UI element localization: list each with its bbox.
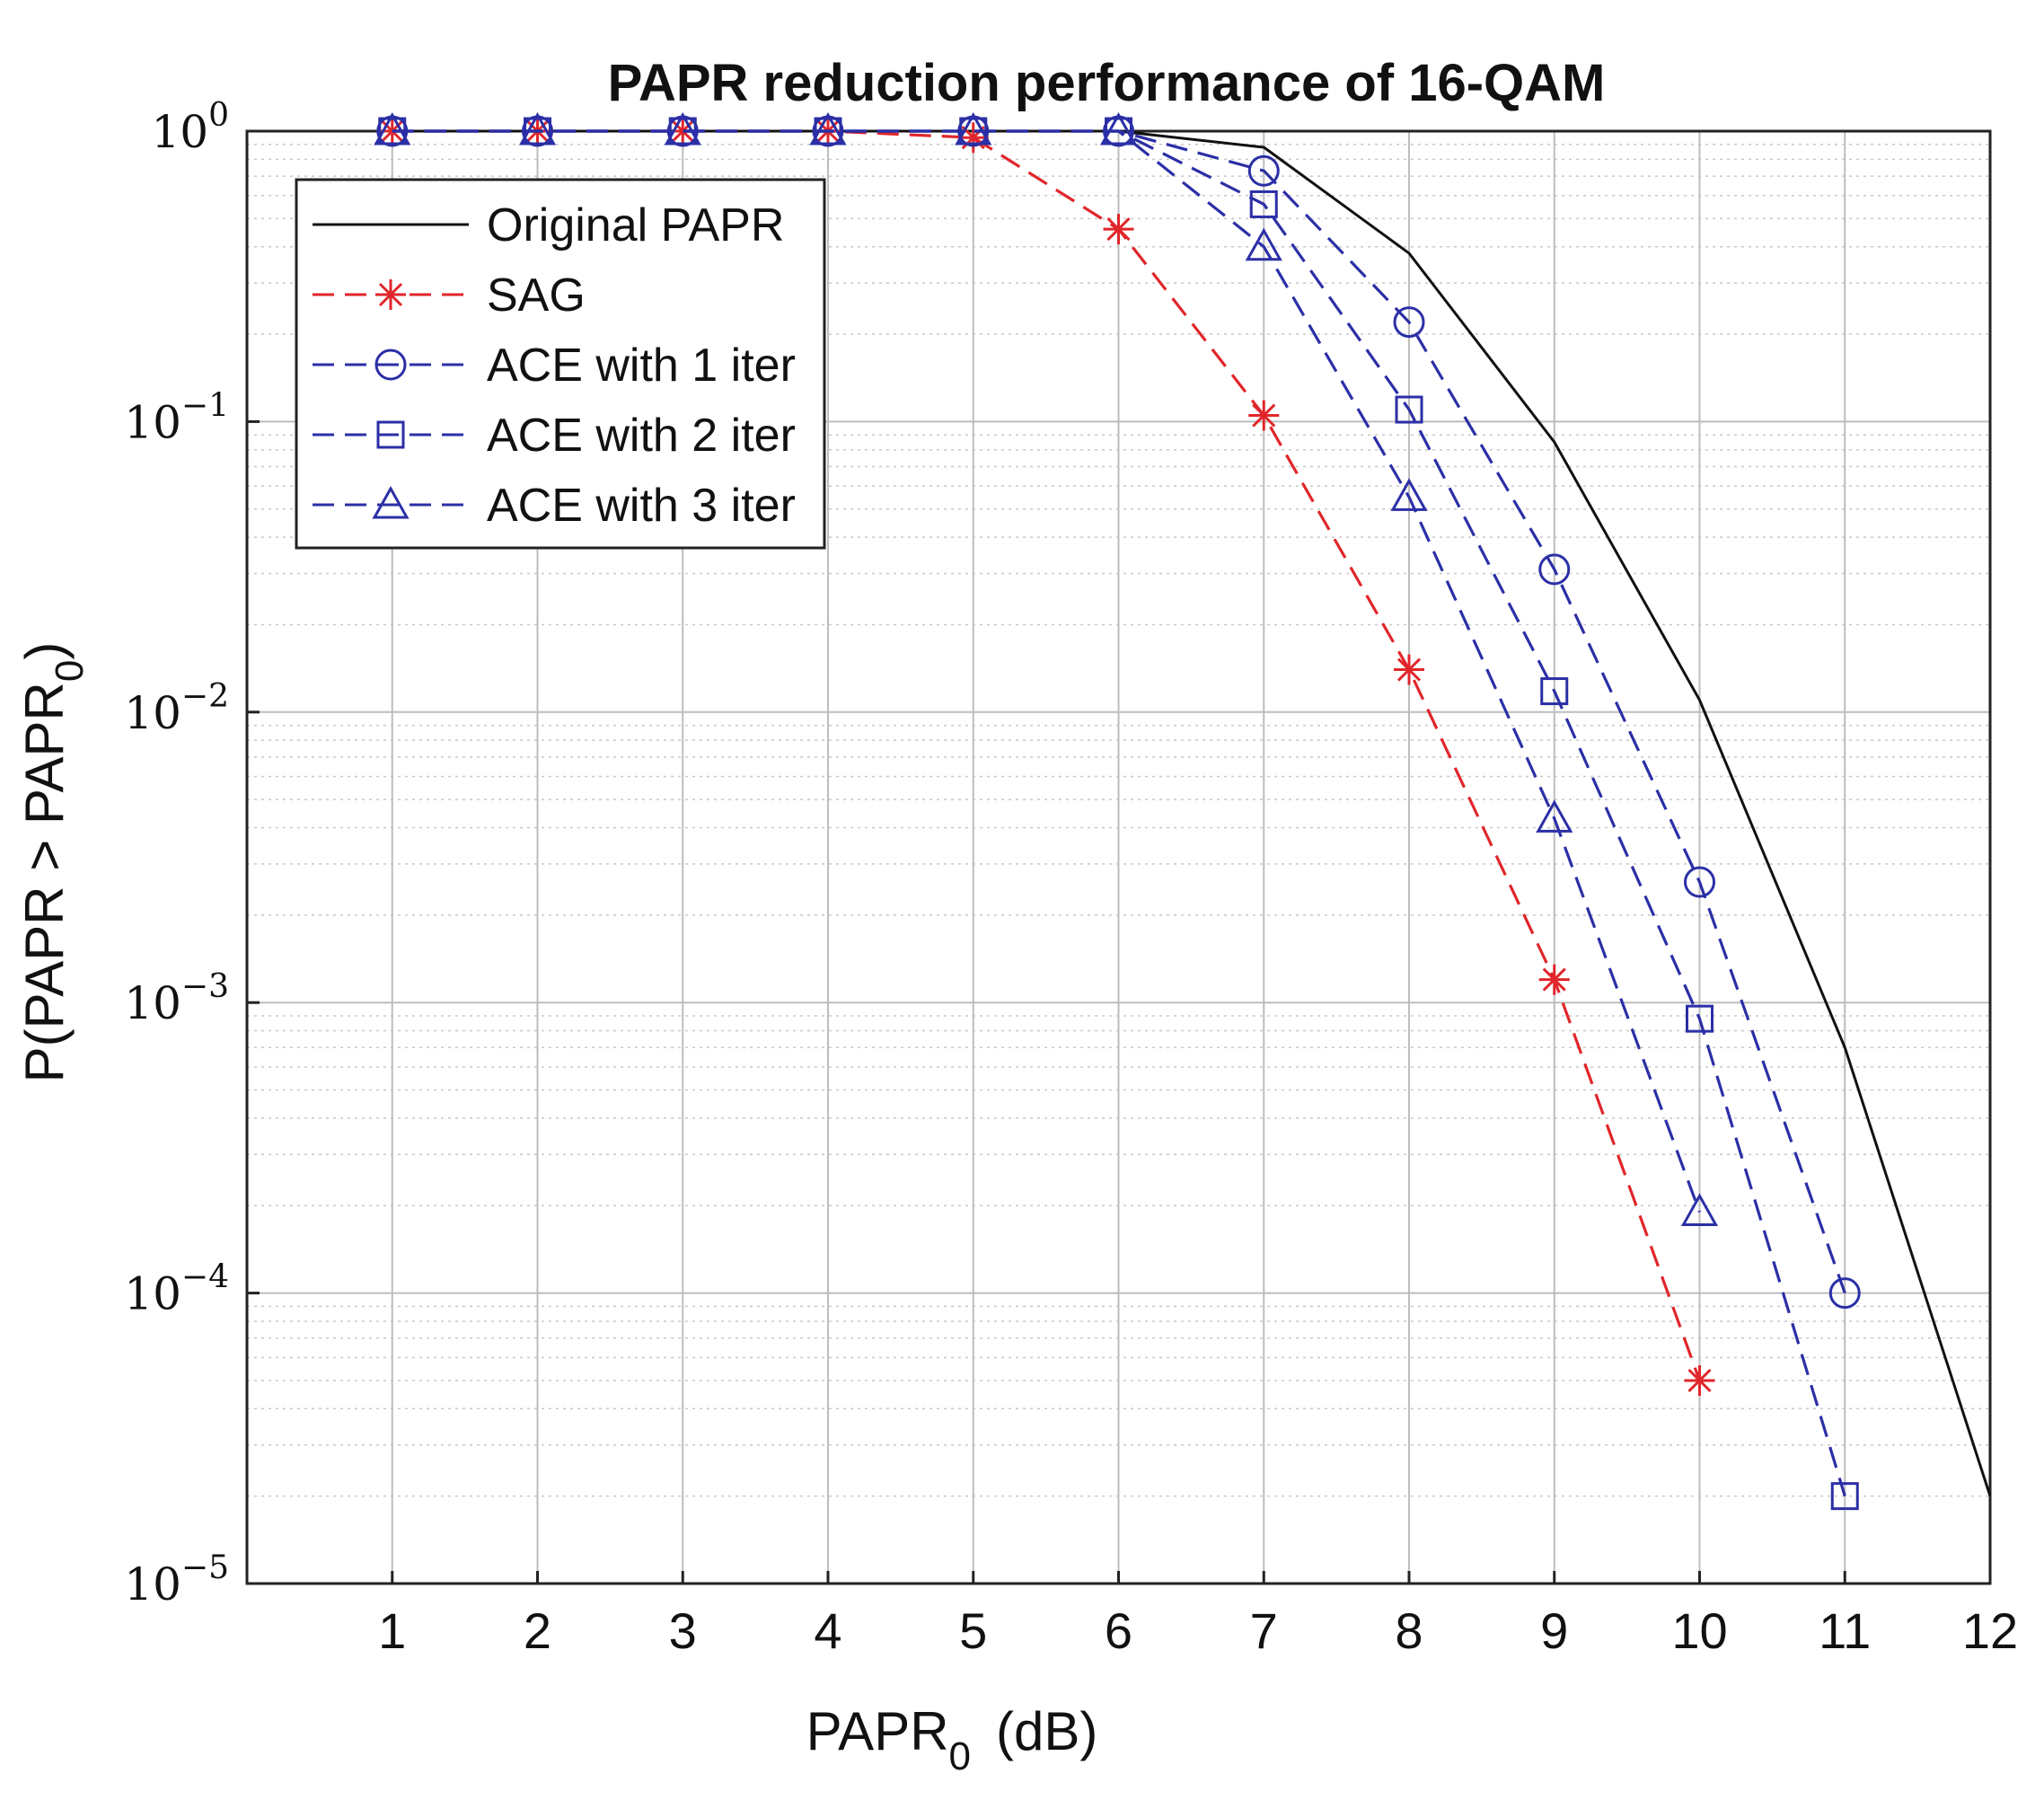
x-axis-label-unit: (dB) (996, 1701, 1097, 1761)
data-point-square (1686, 1004, 1714, 1033)
legend-marker-square (376, 420, 405, 449)
data-point-square (1540, 677, 1569, 706)
data-point-triangle (1099, 111, 1138, 146)
x-tick-label: 9 (1540, 1602, 1568, 1659)
y-tick-base: 10 (124, 1268, 181, 1320)
data-point-star (1248, 400, 1280, 431)
data-point-triangle (664, 111, 701, 146)
y-tick-exponent: 0 (208, 97, 229, 134)
x-tick-label: 7 (1250, 1602, 1278, 1659)
x-axis-label: PAPR0 (dB) (806, 1701, 1098, 1778)
y-tick-label: 10−2 (124, 678, 229, 739)
data-point-circle (1828, 1277, 1861, 1310)
y-axis-label-main: P(PAPR > PAPR (14, 682, 75, 1082)
x-tick-label: 2 (524, 1602, 551, 1659)
y-tick-exponent: −5 (181, 1549, 229, 1586)
data-point-square (1249, 190, 1278, 218)
y-axis-label: P(PAPR > PAPR0) (14, 642, 92, 1083)
data-point-circle (1247, 154, 1280, 187)
data-point-star (1103, 214, 1134, 245)
series-line (392, 129, 1702, 1381)
x-tick-label: 5 (959, 1602, 987, 1659)
data-point-triangle (955, 111, 992, 146)
data-point-star (957, 122, 989, 154)
legend-label: Original PAPR (487, 199, 784, 251)
y-axis-label-sub: 0 (48, 660, 92, 682)
x-axis-ticks: 1 2 3 4 5 6 7 8 9 10 11 12 (378, 1571, 2018, 1659)
data-point-triangle (1390, 478, 1428, 511)
x-axis-label-main: PAPR (806, 1701, 949, 1761)
x-tick-label: 12 (1962, 1602, 2018, 1659)
data-point-triangle (1245, 227, 1282, 261)
legend-marker-circle (374, 349, 407, 381)
legend-marker-triangle (372, 485, 410, 519)
series-layer (374, 111, 1992, 1511)
y-tick-label: 100 (151, 97, 229, 158)
x-axis-label-sub: 0 (949, 1734, 971, 1778)
data-point-circle (1684, 866, 1715, 898)
grid (247, 130, 1991, 1584)
legend-label: ACE with 1 iter (487, 340, 796, 392)
y-tick-exponent: −3 (181, 968, 229, 1005)
y-axis-label-close: ) (14, 642, 75, 660)
x-tick-label: 1 (378, 1602, 406, 1659)
y-tick-base: 10 (151, 106, 208, 158)
legend: Original PAPR SAG ACE with 1 iter ACE with … (295, 178, 826, 550)
data-point-star (1684, 1364, 1715, 1396)
data-point-triangle (374, 111, 411, 146)
data-point-star (667, 116, 699, 146)
data-point-square (1395, 395, 1423, 424)
data-point-triangle (1680, 1193, 1719, 1226)
legend-label: SAG (487, 269, 586, 322)
x-tick-label: 10 (1671, 1602, 1727, 1659)
data-point-star (1538, 964, 1570, 995)
x-tick-label: 8 (1395, 1602, 1423, 1659)
legend-marker-star (375, 279, 406, 310)
y-tick-base: 10 (124, 1558, 181, 1610)
data-point-star (376, 116, 408, 146)
y-tick-exponent: −2 (181, 678, 229, 715)
x-tick-label: 11 (1819, 1602, 1871, 1659)
y-tick-base: 10 (124, 687, 181, 739)
y-tick-base: 10 (124, 977, 181, 1029)
data-point-square (1830, 1482, 1859, 1511)
x-tick-label: 3 (669, 1602, 697, 1659)
y-tick-label: 10−4 (124, 1259, 229, 1320)
series-line (392, 129, 1702, 1213)
y-tick-label: 10−1 (124, 387, 229, 448)
data-point-circle (1538, 553, 1571, 586)
legend-label: ACE with 3 iter (487, 480, 796, 532)
legend-label: ACE with 2 iter (487, 410, 796, 462)
series-4 (374, 111, 1719, 1226)
y-tick-exponent: −1 (181, 387, 229, 424)
y-tick-base: 10 (124, 396, 181, 448)
data-point-star (1394, 654, 1424, 685)
chart-title: PAPR reduction performance of 16-QAM (608, 54, 1606, 112)
data-point-circle (1393, 306, 1425, 339)
data-point-triangle (1536, 799, 1573, 833)
y-tick-label: 10−5 (124, 1549, 229, 1610)
data-point-triangle (518, 111, 557, 146)
y-tick-exponent: −4 (181, 1259, 229, 1296)
x-tick-label: 6 (1105, 1602, 1132, 1659)
x-tick-label: 4 (814, 1602, 841, 1659)
y-tick-label: 10−3 (124, 968, 229, 1029)
data-point-triangle (809, 111, 847, 146)
